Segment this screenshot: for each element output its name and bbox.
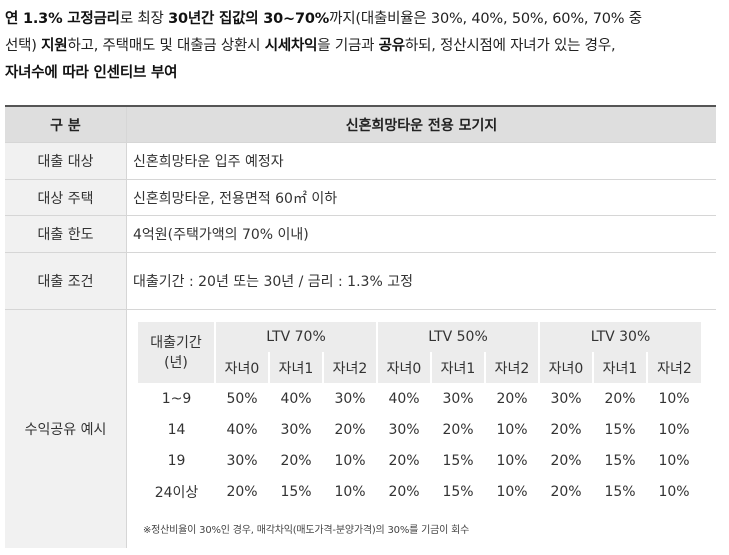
intro-emphasis: 자녀수에 따라 인센티브 부여 — [5, 65, 178, 81]
share-ratio-cell: 15% — [442, 452, 474, 469]
intro-text: 하되, 정산시점에 자녀가 있는 경우, — [404, 38, 616, 54]
intro-emphasis: 시세차익 — [264, 38, 318, 54]
share-ratio-cell: 10% — [334, 483, 366, 500]
intro-emphasis: 공유 — [378, 38, 405, 54]
children-count-header: 자녀0 — [538, 352, 593, 383]
share-ratio-cell: 20% — [496, 390, 528, 407]
row-label: 대출 한도 — [5, 216, 126, 252]
share-ratio-cell: 15% — [604, 421, 636, 438]
share-ratio-cell: 20% — [550, 452, 582, 469]
row-label: 대상 주택 — [5, 180, 126, 215]
share-ratio-cell: 20% — [226, 483, 258, 500]
children-count-header: 자녀0 — [214, 352, 269, 383]
ltv-group-header: LTV 70% — [214, 322, 377, 352]
share-ratio-cell: 15% — [604, 452, 636, 469]
mortgage-table: 구 분 신혼희망타운 전용 모기지 대출 대상 신혼희망타운 입주 예정자 대상… — [5, 105, 716, 548]
intro-text: 로 최장 — [119, 11, 169, 27]
children-count-header: 자녀0 — [376, 352, 431, 383]
share-ratio-cell: 10% — [658, 421, 690, 438]
settlement-note: ※정산비율이 30%인 경우, 매각차익(매도가격-분양가격)의 30%를 기금… — [143, 525, 470, 536]
profit-share-row: 수익공유 예시 대출기간 (년) LTV 70% LTV 50% LTV 30%… — [5, 310, 716, 548]
share-ratio-cell: 20% — [280, 452, 312, 469]
intro-emphasis: 연 1.3% 고정금리 — [5, 11, 120, 27]
share-ratio-cell: 10% — [334, 452, 366, 469]
share-ratio-cell: 15% — [604, 483, 636, 500]
children-count-header: 자녀1 — [592, 352, 647, 383]
share-ratio-cell: 20% — [604, 390, 636, 407]
share-ratio-cell: 40% — [226, 421, 258, 438]
intro-paragraph: 연 1.3% 고정금리로 최장 30년간 집값의 30~70%까지(대출비율은 … — [5, 6, 727, 87]
intro-line-1: 연 1.3% 고정금리로 최장 30년간 집값의 30~70%까지(대출비율은 … — [5, 6, 727, 33]
loan-period-header: 대출기간 (년) — [138, 322, 215, 383]
table-row: 19 30% 20% 10% 20% 15% 10% 20% 15% 10% — [138, 445, 701, 476]
table-row: 대상 주택 신혼희망타운, 전용면적 60㎡ 이하 — [5, 180, 716, 216]
share-ratio-cell: 10% — [496, 421, 528, 438]
table-row: 대출 한도 4억원(주택가액의 70% 이내) — [5, 216, 716, 253]
children-count-header: 자녀2 — [484, 352, 539, 383]
intro-line-3: 자녀수에 따라 인센티브 부여 — [5, 60, 727, 87]
share-ratio-cell: 20% — [442, 421, 474, 438]
share-ratio-cell: 15% — [280, 483, 312, 500]
share-ratio-cell: 20% — [550, 421, 582, 438]
row-label: 수익공유 예시 — [5, 310, 126, 548]
header-product-cell: 신혼희망타운 전용 모기지 — [126, 107, 716, 142]
children-count-header: 자녀1 — [430, 352, 485, 383]
share-ratio-cell: 10% — [658, 483, 690, 500]
row-value: 신혼희망타운, 전용면적 60㎡ 이하 — [126, 180, 716, 215]
share-ratio-cell: 10% — [658, 390, 690, 407]
table-row: 대출 대상 신혼희망타운 입주 예정자 — [5, 143, 716, 180]
children-count-header: 자녀2 — [322, 352, 377, 383]
ltv-group-header-row: 대출기간 (년) LTV 70% LTV 50% LTV 30% — [138, 322, 701, 383]
row-value: 4억원(주택가액의 70% 이내) — [126, 216, 716, 252]
share-ratio-cell: 50% — [226, 390, 258, 407]
share-ratio-cell: 40% — [280, 390, 312, 407]
share-ratio-cell: 20% — [334, 421, 366, 438]
loan-period-cell: 1~9 — [161, 390, 192, 407]
profit-share-table: 대출기간 (년) LTV 70% LTV 50% LTV 30% 자녀0 자녀1 자… — [138, 322, 701, 507]
share-ratio-cell: 15% — [442, 483, 474, 500]
table-row: 14 40% 30% 20% 30% 20% 10% 20% 15% 10% — [138, 414, 701, 445]
intro-emphasis: 30년간 집값의 30~70% — [168, 11, 330, 27]
profit-share-cell: 대출기간 (년) LTV 70% LTV 50% LTV 30% 자녀0 자녀1 자… — [126, 310, 716, 548]
intro-line-2: 선택) 지원하고, 주택매도 및 대출금 상환시 시세차익을 기금과 공유하되,… — [5, 33, 727, 60]
share-ratio-cell: 30% — [550, 390, 582, 407]
row-label: 대출 조건 — [5, 253, 126, 309]
children-count-header: 자녀2 — [646, 352, 701, 383]
children-header-row: 자녀0 자녀1 자녀2 자녀0 자녀1 자녀2 자녀0 자녀1 자녀2 — [138, 352, 701, 383]
children-count-header: 자녀1 — [268, 352, 323, 383]
share-ratio-cell: 20% — [388, 483, 420, 500]
table-row: 24이상 20% 15% 10% 20% 15% 10% 20% 15% 10% — [138, 476, 701, 507]
table-row: 대출 조건 대출기간 : 20년 또는 30년 / 금리 : 1.3% 고정 — [5, 253, 716, 310]
row-value: 신혼희망타운 입주 예정자 — [126, 143, 716, 179]
ltv-group-header: LTV 30% — [538, 322, 701, 352]
table-row: 1~9 50% 40% 30% 40% 30% 20% 30% 20% 10% — [138, 383, 701, 414]
intro-text: 선택) — [5, 38, 42, 54]
share-ratio-cell: 30% — [442, 390, 474, 407]
loan-period-cell: 19 — [167, 452, 186, 469]
ltv-group-header: LTV 50% — [376, 322, 539, 352]
share-ratio-cell: 30% — [280, 421, 312, 438]
intro-text: 까지(대출비율은 30%, 40%, 50%, 60%, 70% 중 — [329, 11, 642, 27]
share-ratio-cell: 20% — [388, 452, 420, 469]
row-value: 대출기간 : 20년 또는 30년 / 금리 : 1.3% 고정 — [126, 253, 716, 309]
share-ratio-cell: 10% — [658, 452, 690, 469]
header-category-cell: 구 분 — [5, 107, 126, 142]
share-ratio-cell: 10% — [496, 452, 528, 469]
row-label: 대출 대상 — [5, 143, 126, 179]
table-header-row: 구 분 신혼희망타운 전용 모기지 — [5, 107, 716, 143]
share-ratio-cell: 40% — [388, 390, 420, 407]
share-ratio-cell: 20% — [550, 483, 582, 500]
share-ratio-cell: 30% — [388, 421, 420, 438]
intro-text: 하고, 주택매도 및 대출금 상환시 — [67, 38, 265, 54]
share-ratio-cell: 30% — [226, 452, 258, 469]
loan-period-cell: 14 — [167, 421, 186, 438]
loan-period-cell: 24이상 — [154, 484, 199, 501]
intro-emphasis: 지원 — [41, 38, 68, 54]
share-ratio-cell: 10% — [496, 483, 528, 500]
intro-text: 을 기금과 — [317, 38, 379, 54]
share-ratio-cell: 30% — [334, 390, 366, 407]
